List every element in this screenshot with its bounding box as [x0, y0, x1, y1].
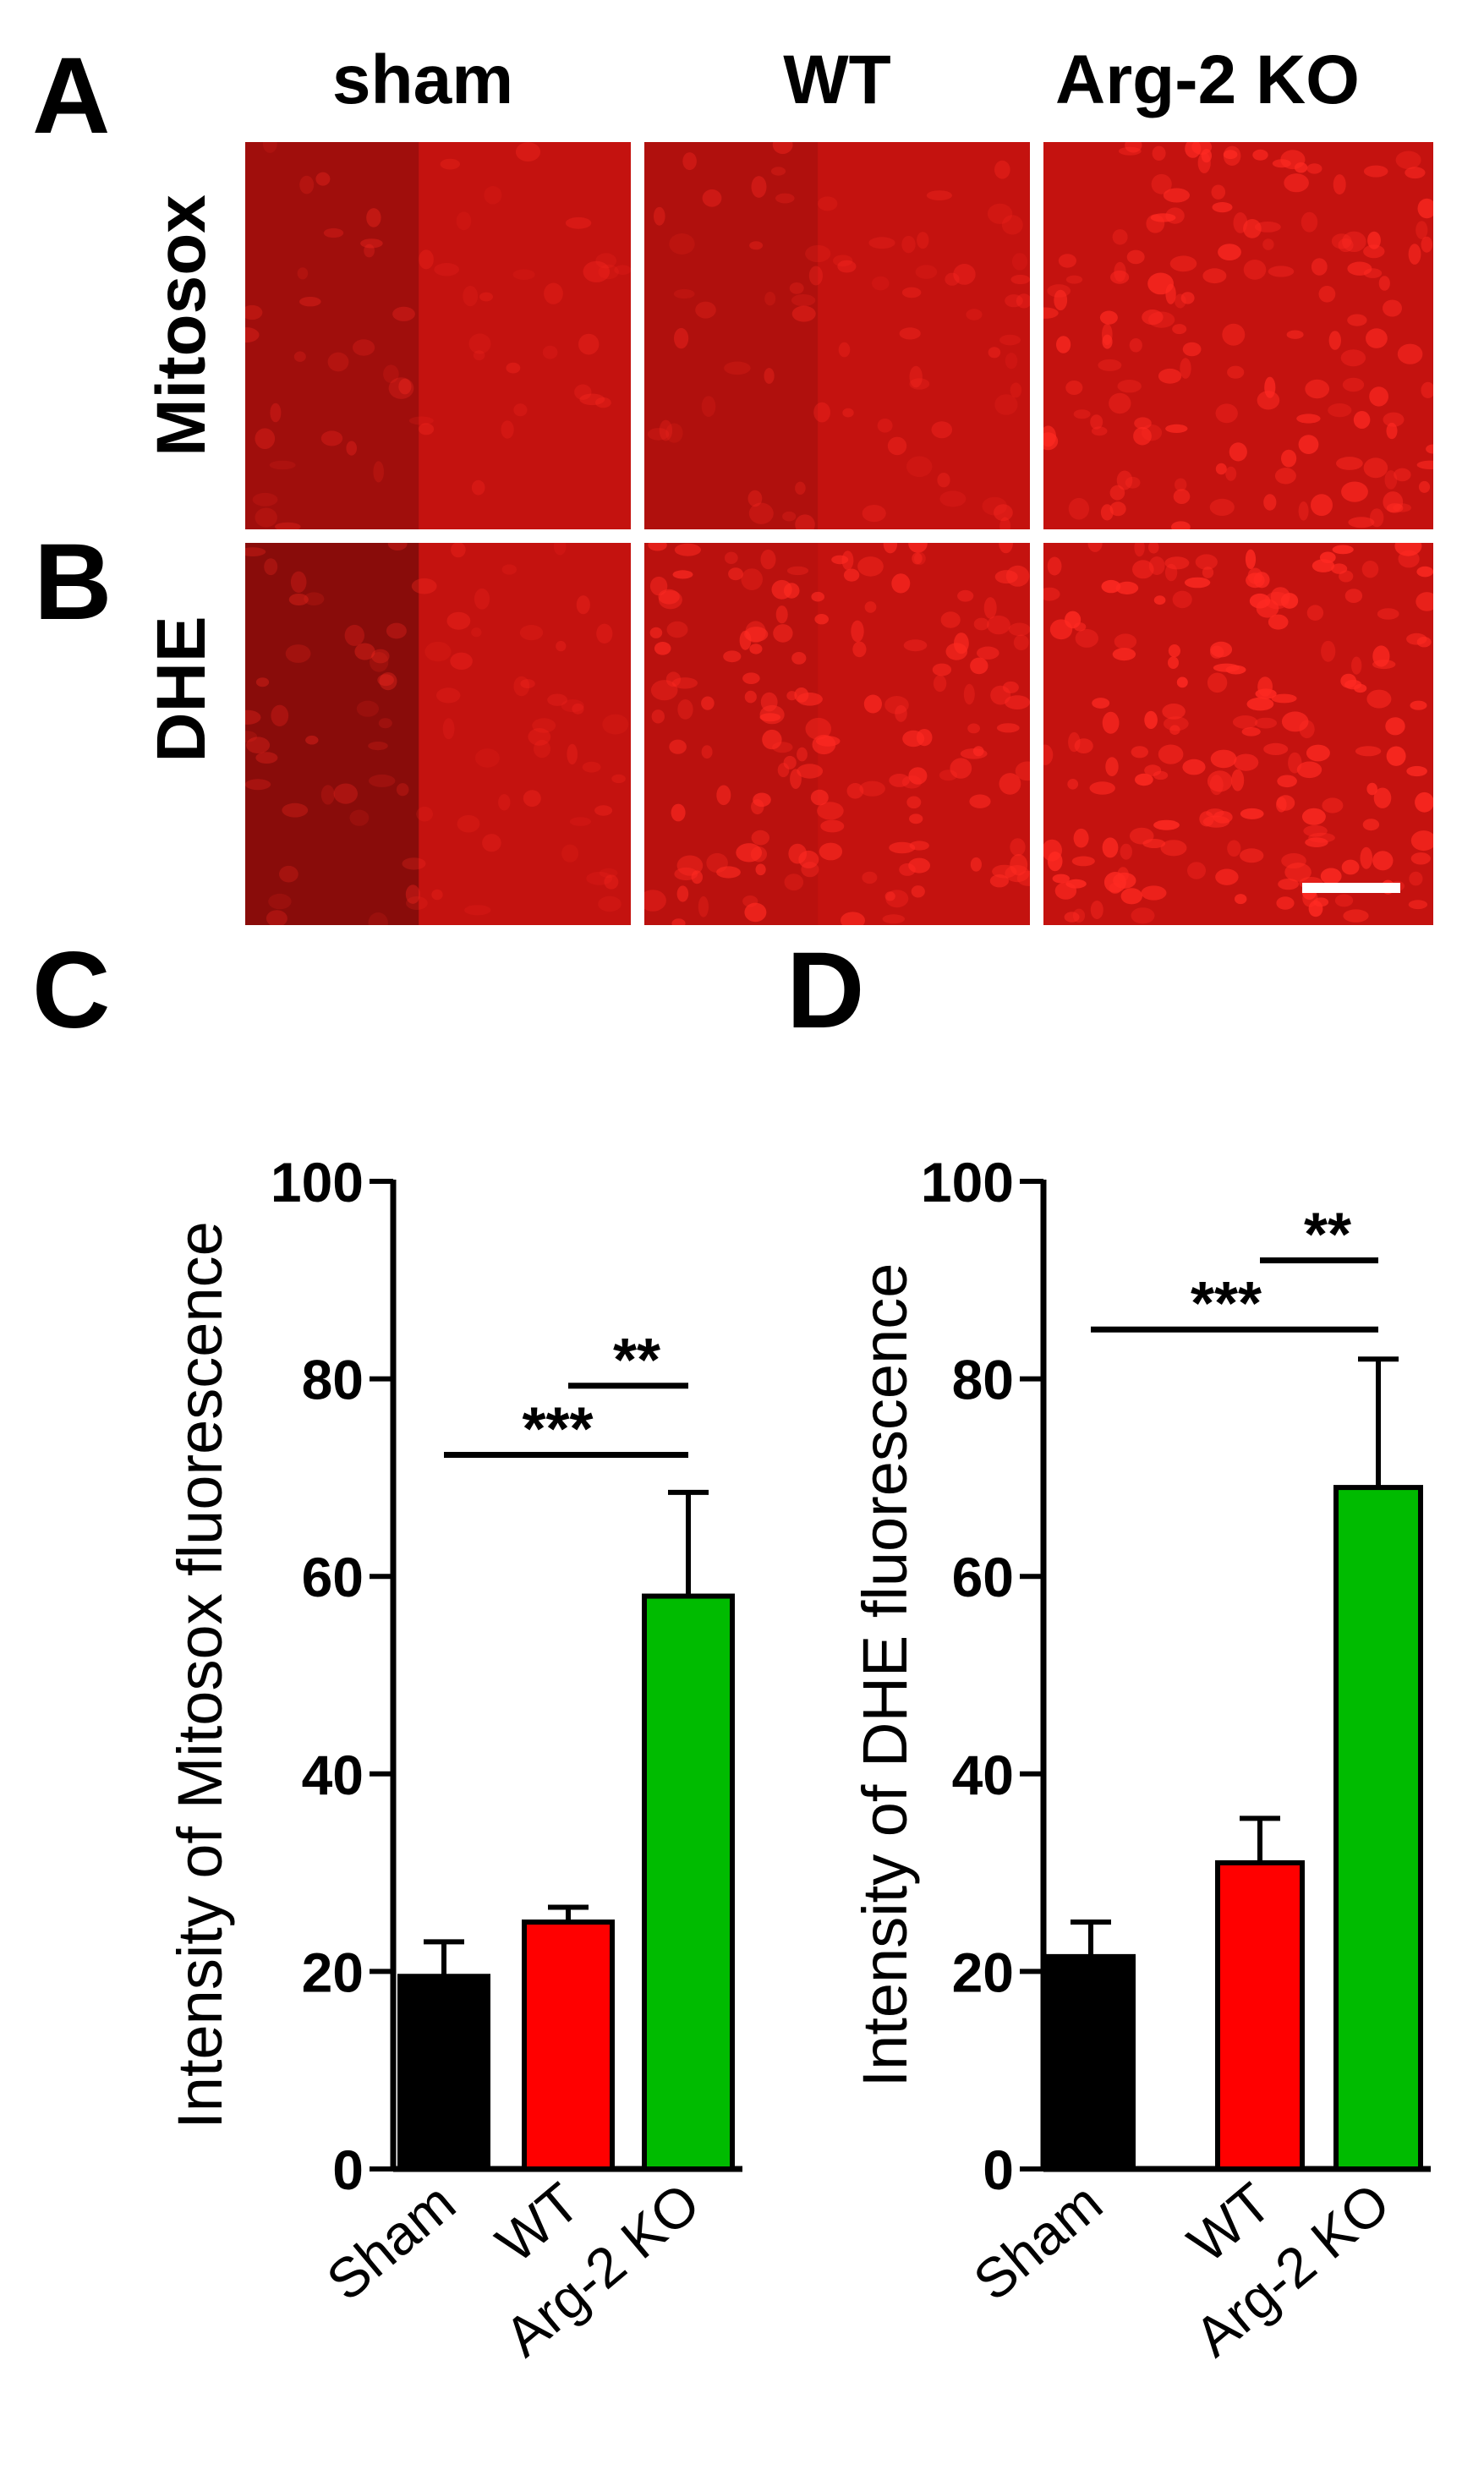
panel-label-c: C — [32, 930, 111, 1051]
chart-2-significance-label-2: ** — [1304, 1201, 1351, 1268]
chart-1-tick-label-100: 100 — [271, 1151, 364, 1213]
chart-1-tick-label-80: 80 — [302, 1349, 364, 1411]
chart-2-y-axis-label: Intensity of DHE fluorescence — [850, 1263, 920, 2088]
chart-1-bar-2 — [522, 1920, 615, 2172]
micrograph-dhe-arg2ko — [1043, 543, 1433, 925]
column-label-arg2ko: Arg-2 KO — [1055, 41, 1360, 118]
chart-2-tick-label-40: 40 — [952, 1744, 1014, 1806]
chart-2-bar-2 — [1215, 1859, 1305, 2172]
chart-1-bar-3 — [642, 1593, 735, 2172]
micrograph-dhe-wt — [644, 543, 1030, 925]
chart-2-tick-label-80: 80 — [952, 1349, 1014, 1411]
chart-2-bar-1 — [1046, 1953, 1136, 2172]
chart-2-significance-label-1: *** — [1191, 1270, 1262, 1338]
chart-1-y-axis-label: Intensity of Mitosox fluorescence — [165, 1221, 235, 2129]
chart-1-tick-label-0: 0 — [332, 2139, 364, 2201]
chart-2-tick-label-20: 20 — [952, 1941, 1014, 2003]
chart-1-tick-label-60: 60 — [302, 1546, 364, 1608]
micrograph-dhe-sham — [245, 543, 631, 925]
chart-2-bar-3 — [1333, 1485, 1423, 2172]
panel-label-a: A — [32, 36, 111, 156]
chart-1-tick-label-40: 40 — [302, 1744, 364, 1806]
micrograph-mitosox-sham — [245, 142, 631, 529]
chart-2-tick-label-0: 0 — [983, 2139, 1014, 2201]
chart-1-significance-label-2: ** — [613, 1327, 660, 1394]
column-label-sham: sham — [331, 41, 514, 118]
panel-label-d: D — [786, 930, 865, 1051]
micrograph-mitosox-wt — [644, 142, 1030, 529]
chart-2-tick-label-60: 60 — [952, 1546, 1014, 1608]
chart-1-bar-1 — [397, 1974, 490, 2172]
chart-1-significance-label-1: *** — [522, 1396, 593, 1464]
column-label-wt: WT — [783, 41, 891, 118]
chart-2-tick-label-100: 100 — [921, 1151, 1014, 1213]
micrograph-mitosox-arg2ko — [1043, 142, 1433, 529]
scale-bar — [1302, 883, 1400, 893]
panel-label-b: B — [34, 522, 112, 643]
chart-1-tick-label-20: 20 — [302, 1941, 364, 2003]
